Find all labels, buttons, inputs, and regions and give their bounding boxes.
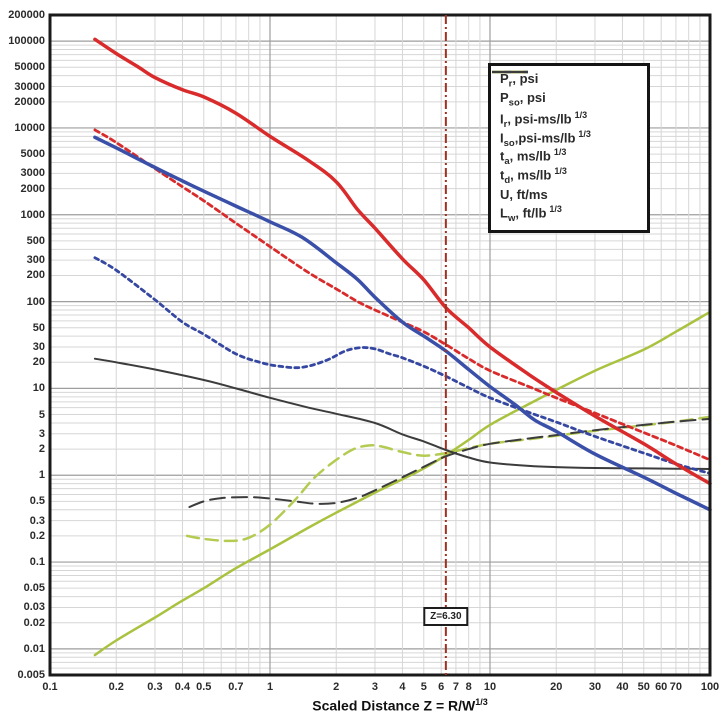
x-tick-label: 1 xyxy=(266,681,274,693)
y-tick-label: 0.05 xyxy=(23,582,45,595)
plot-frame xyxy=(48,13,712,677)
legend-label-Pso: Pso, psi xyxy=(500,90,546,109)
y-tick-label: 0.005 xyxy=(17,669,45,681)
x-tick-label: 100 xyxy=(700,681,720,693)
y-tick-label: 2000 xyxy=(20,182,45,195)
y-tick-label: 500 xyxy=(26,234,45,247)
series-line-Pso xyxy=(93,135,712,512)
x-tick-label: 3 xyxy=(371,681,379,693)
x-axis-title-exponent: 1/3 xyxy=(475,697,488,707)
y-tick-label: 30000 xyxy=(14,80,45,93)
y-tick-label: 200000 xyxy=(8,9,45,21)
y-tick-label: 0.02 xyxy=(23,616,45,629)
y-tick-label: 10 xyxy=(32,382,45,395)
x-tick-label: 10 xyxy=(483,681,497,693)
x-tick-label: 0.2 xyxy=(108,681,124,693)
x-tick-label: 50 xyxy=(637,681,650,693)
y-tick-label: 50 xyxy=(32,321,45,334)
series-line-Lw xyxy=(188,417,711,508)
legend-label-U: U, ft/ms xyxy=(500,187,548,203)
x-axis-title: Scaled Distance Z = R/W1/3 xyxy=(312,697,488,714)
legend-label-Lw: Lw, ft/lb 1/3 xyxy=(500,203,562,224)
legend-item-td: td, ms/lb 1/3 xyxy=(492,70,643,186)
y-tick-label: 50000 xyxy=(14,61,45,74)
legend-label-Iso: Iso,psi-ms/lb 1/3 xyxy=(500,128,591,149)
y-tick-label: 0.5 xyxy=(29,495,45,508)
x-tick-label: 0.7 xyxy=(228,681,244,693)
y-tick-label: 0.1 xyxy=(29,556,45,569)
x-tick-label: 0.3 xyxy=(147,681,163,693)
y-tick-label: 100 xyxy=(26,295,45,308)
x-tick-label: 0.1 xyxy=(42,681,58,693)
x-tick-label: 60 xyxy=(655,681,668,693)
x-tick-label: 7 xyxy=(452,681,459,693)
y-tick-label: 3 xyxy=(38,427,45,440)
series-line-U xyxy=(93,357,711,470)
legend-item-Ir: Ir, psi-ms/lb 1/3 xyxy=(492,70,643,130)
y-tick-label: 0.3 xyxy=(29,514,45,527)
series-line-Iso xyxy=(93,256,712,475)
x-tick-label: 5 xyxy=(420,681,427,693)
y-tick-label: 0.2 xyxy=(29,529,45,542)
y-tick-label: 0.03 xyxy=(23,601,45,614)
y-tick-label: 2 xyxy=(38,443,45,456)
legend-swatch-Lw xyxy=(492,71,528,73)
y-tick-label: 20 xyxy=(32,356,45,369)
series-line-ta xyxy=(93,310,712,657)
legend-label-ta: ta, ms/lb 1/3 xyxy=(500,147,567,168)
legend-item-Lw: Lw, ft/lb 1/3 xyxy=(492,71,643,224)
series-line-Pr xyxy=(93,37,712,486)
y-tick-label: 10000 xyxy=(14,121,45,134)
x-axis-title-text: Scaled Distance Z = R/W xyxy=(312,697,476,714)
x-tick-label: 20 xyxy=(550,681,563,693)
legend-item-Pso: Pso, psi xyxy=(492,70,643,109)
x-tick-label: 6 xyxy=(438,681,445,693)
y-tick-label: 0.01 xyxy=(23,642,45,655)
x-tick-label: 4 xyxy=(399,681,406,693)
y-tick-label: 5000 xyxy=(20,148,45,161)
y-tick-label: 1000 xyxy=(20,208,45,221)
x-tick-label: 0.5 xyxy=(196,681,212,693)
x-tick-label: 0.4 xyxy=(174,681,191,693)
legend-label-Ir: Ir, psi-ms/lb 1/3 xyxy=(500,109,588,130)
x-tick-label: 70 xyxy=(669,681,683,693)
legend-item-ta: ta, ms/lb 1/3 xyxy=(492,70,643,167)
y-tick-label: 100000 xyxy=(8,35,45,48)
y-tick-label: 300 xyxy=(26,254,45,267)
x-tick-label: 30 xyxy=(588,681,602,693)
x-tick-label: 8 xyxy=(465,681,472,693)
marker-label: Z=6.30 xyxy=(423,607,469,626)
y-tick-label: 5 xyxy=(38,408,45,421)
x-tick-label: 2 xyxy=(333,681,340,693)
legend-label-td: td, ms/lb 1/3 xyxy=(500,166,567,187)
y-tick-label: 20000 xyxy=(14,95,45,108)
legend-item-U: U, ft/ms xyxy=(492,71,643,203)
y-tick-label: 1 xyxy=(38,469,45,482)
y-tick-label: 200 xyxy=(26,269,45,282)
x-tick-label: 40 xyxy=(616,681,629,693)
legend: Pr, psi Pso, psi Ir, psi-ms/lb 1/3 Iso,psi-m… xyxy=(488,63,650,233)
y-tick-label: 30 xyxy=(32,340,45,353)
legend-item-Iso: Iso,psi-ms/lb 1/3 xyxy=(492,70,643,149)
legend-label-Pr: Pr, psi xyxy=(500,71,539,90)
y-tick-label: 3000 xyxy=(20,167,45,180)
